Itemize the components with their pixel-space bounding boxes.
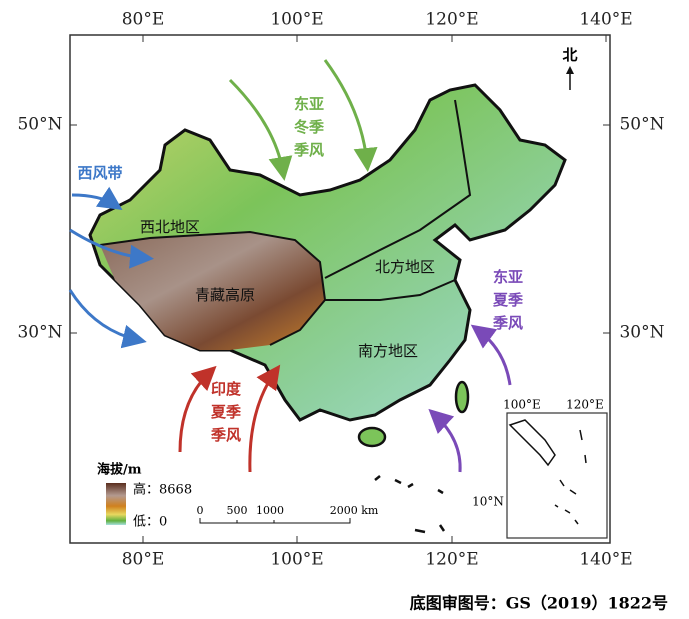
bottom-lon-label: 120°E [425, 550, 478, 570]
islands [374, 475, 446, 534]
monsoon-arrows [68, 59, 512, 473]
label-line: 夏季 [492, 291, 523, 309]
scale-label: 0 [197, 504, 204, 517]
legend-colorbar [106, 483, 126, 525]
label-line: 季风 [493, 314, 523, 332]
top-lon-label: 80°E [122, 10, 165, 30]
north-arrow: 北 [562, 46, 578, 90]
inset-lon-label: 100°E [503, 398, 541, 412]
scale-label: 2000 km [330, 504, 379, 517]
region-label: 西北地区 [140, 218, 200, 236]
taiwan [454, 380, 470, 414]
region-label: 青藏高原 [195, 286, 255, 304]
legend-low: 低：0 [133, 515, 167, 530]
label-line: 东亚 [493, 268, 523, 286]
region-boundaries [99, 99, 472, 346]
label-line: 季风 [211, 426, 241, 444]
legend-high: 高：8668 [133, 482, 192, 498]
tibet-plateau [100, 232, 325, 350]
scale-label: 500 [227, 504, 248, 517]
label-line: 东亚 [294, 95, 324, 113]
bottom-lon-label: 100°E [270, 550, 323, 570]
region-label: 北方地区 [375, 258, 435, 276]
bottom-lon-label: 80°E [122, 550, 165, 570]
hainan [357, 426, 387, 448]
caption: 底图审图号：GS（2019）1822号 [410, 594, 668, 613]
top-lon-label: 140°E [579, 10, 632, 30]
winter-monsoon-label: 东亚 冬季 季风 [294, 95, 324, 159]
right-lat-label: 50°N [619, 115, 664, 135]
label-line: 季风 [294, 141, 324, 159]
left-lat-label: 50°N [17, 115, 62, 135]
scale-bar: 0 500 1000 2000 km [197, 504, 379, 524]
elevation-legend: 海拔/m 高：8668 低：0 [97, 462, 192, 530]
inset-lat-label: 10°N [472, 495, 504, 509]
right-lat-label: 30°N [619, 323, 664, 343]
east-summer-monsoon-label: 东亚 夏季 季风 [492, 268, 523, 332]
top-lon-label: 100°E [270, 10, 323, 30]
scale-label: 1000 [256, 504, 284, 517]
left-lat-label: 30°N [17, 323, 62, 343]
inset-lon-label: 120°E [566, 398, 604, 412]
india-summer-monsoon-label: 印度 夏季 季风 [210, 380, 242, 444]
region-label: 南方地区 [358, 342, 418, 360]
north-label: 北 [562, 46, 577, 64]
label-line: 夏季 [210, 403, 241, 421]
label-line: 冬季 [294, 118, 324, 136]
inset-map: 100°E 120°E 10°N [472, 398, 608, 539]
westerlies-label: 西风带 [77, 164, 122, 182]
legend-title: 海拔/m [97, 462, 142, 478]
bottom-lon-label: 140°E [579, 550, 632, 570]
top-lon-label: 120°E [425, 10, 478, 30]
ticks [70, 35, 610, 543]
label-line: 印度 [211, 380, 242, 398]
